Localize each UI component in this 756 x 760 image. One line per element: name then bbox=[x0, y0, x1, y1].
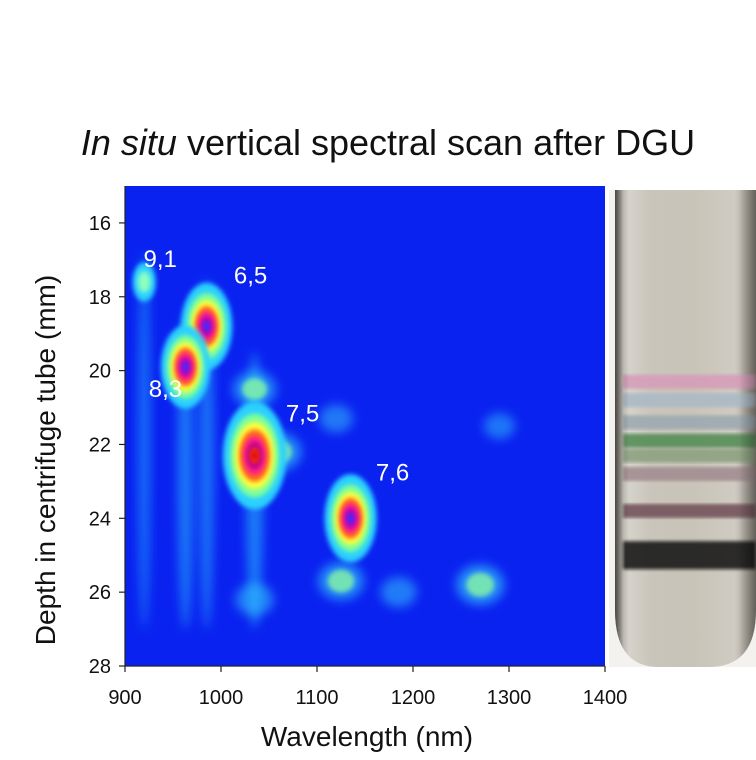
y-tick-label: 26 bbox=[89, 582, 111, 604]
peak-label: 7,6 bbox=[376, 459, 409, 486]
x-tick-label: 1300 bbox=[487, 687, 532, 709]
peak-label: 8,3 bbox=[149, 376, 182, 403]
streak-mark bbox=[137, 252, 151, 630]
x-tick-label: 1000 bbox=[199, 687, 244, 709]
x-tick-label: 1100 bbox=[295, 687, 338, 709]
peak-mark bbox=[182, 361, 189, 373]
tube-shading bbox=[615, 190, 756, 667]
chart-title-rest: vertical spectral scan after DGU bbox=[176, 122, 696, 163]
peak-mark bbox=[203, 320, 211, 333]
y-axis-label: Depth in centrifuge tube (mm) bbox=[30, 275, 61, 645]
peak-labels: 9,1 6,5 8,3 7,5 7,6 bbox=[144, 246, 410, 486]
y-tick-label: 24 bbox=[89, 508, 111, 530]
feature-glow bbox=[483, 413, 515, 439]
chart-title: In situ vertical spectral scan after DGU bbox=[0, 122, 756, 164]
peak-mark bbox=[137, 271, 151, 293]
peak-label: 9,1 bbox=[144, 246, 177, 273]
feature-glow bbox=[380, 577, 417, 608]
heatmap-layer bbox=[132, 252, 515, 630]
y-tick-label: 28 bbox=[89, 656, 111, 678]
y-tick-label: 22 bbox=[89, 434, 111, 456]
peak-label: 7,5 bbox=[286, 401, 319, 428]
peak-label: 6,5 bbox=[234, 262, 267, 289]
chart-title-italic: In situ bbox=[80, 122, 177, 163]
feature-glow bbox=[235, 583, 274, 616]
feature-core bbox=[327, 569, 355, 593]
y-tick-label: 20 bbox=[89, 361, 111, 383]
feature-core bbox=[466, 572, 495, 597]
peak-mark bbox=[347, 512, 355, 525]
x-tick-label: 900 bbox=[108, 687, 141, 709]
feature-core bbox=[242, 378, 268, 400]
tube-svg bbox=[609, 190, 756, 667]
centrifuge-tube-photo bbox=[609, 190, 756, 667]
feature-glow bbox=[319, 404, 354, 433]
axes: 900 1000 1100 1200 1300 1400 16 18 20 22 24 26 28 bbox=[89, 186, 628, 709]
plot-area bbox=[125, 186, 605, 666]
x-axis-label: Wavelength (nm) bbox=[261, 721, 473, 752]
y-tick-label: 16 bbox=[89, 213, 111, 235]
x-tick-label: 1400 bbox=[583, 687, 628, 709]
x-tick-label: 1200 bbox=[391, 687, 436, 709]
y-tick-label: 18 bbox=[89, 287, 111, 309]
peak-mark bbox=[251, 450, 258, 461]
